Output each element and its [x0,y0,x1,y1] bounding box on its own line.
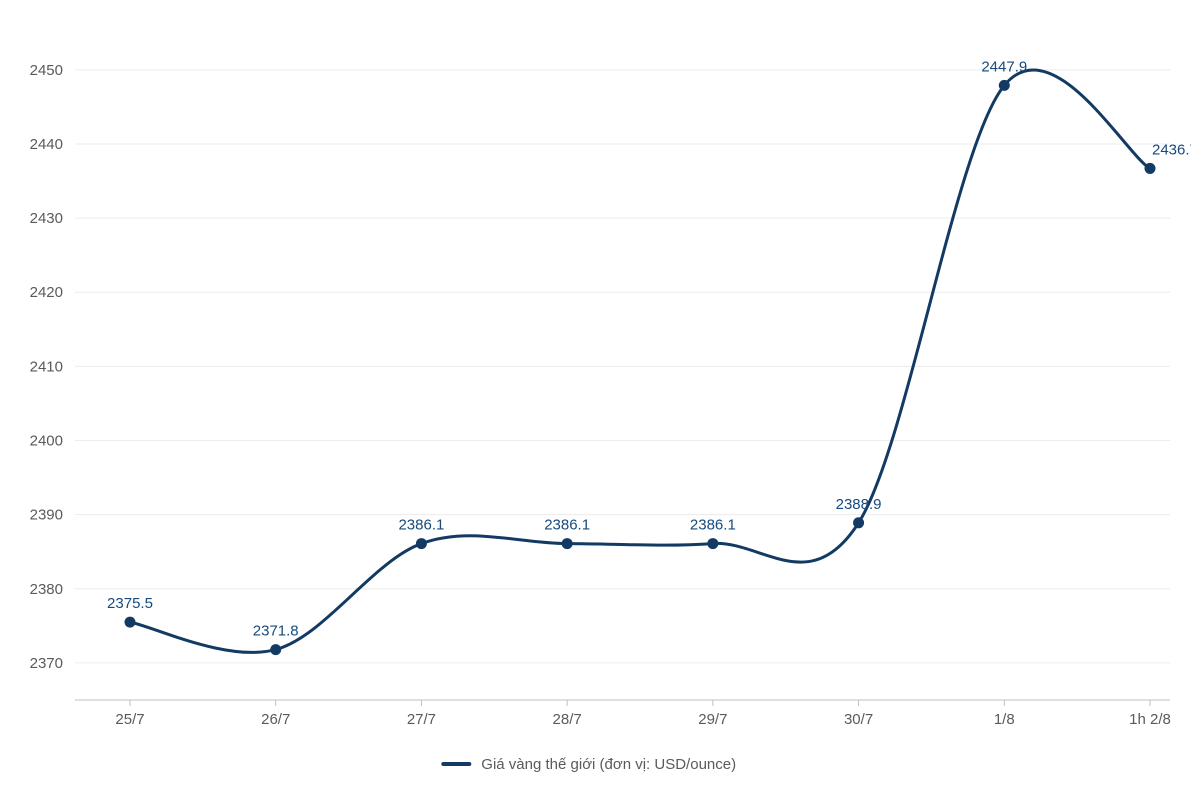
x-tick-label: 25/7 [115,711,144,728]
data-point [999,80,1010,91]
data-point [562,538,573,549]
data-label: 2386.1 [544,517,590,534]
y-tick-label: 2400 [30,433,63,450]
data-point [853,517,864,528]
x-tick-label: 1/8 [994,711,1015,728]
y-tick-label: 2440 [30,136,63,153]
data-point [707,538,718,549]
y-tick-label: 2420 [30,284,63,301]
legend-label: Giá vàng thế giới (đơn vị: USD/ounce) [481,756,736,773]
y-tick-label: 2430 [30,210,63,227]
chart-bg [0,0,1191,800]
data-label: 2386.1 [398,517,444,534]
gold-price-chart: 2370 2380 2390 2400 2410 2420 2430 2440 2450 25/7… [0,0,1191,800]
x-tick-label: 29/7 [698,711,727,728]
y-tick-label: 2410 [30,358,63,375]
x-tick-label: 27/7 [407,711,436,728]
data-label: 2447.9 [981,58,1027,75]
data-point [270,644,281,655]
y-tick-label: 2390 [30,507,63,524]
x-tick-label: 28/7 [553,711,582,728]
data-label: 2388.9 [836,496,882,513]
x-tick-label: 1h 2/8 [1129,711,1171,728]
data-label: 2371.8 [253,623,299,640]
data-point [416,538,427,549]
y-tick-label: 2380 [30,581,63,598]
data-label: 2375.5 [107,595,153,612]
data-point [125,617,136,628]
x-tick-label: 30/7 [844,711,873,728]
data-point [1145,163,1156,174]
x-tick-label: 26/7 [261,711,290,728]
legend: Giá vàng thế giới (đơn vị: USD/ounce) [443,756,736,773]
data-label: 2436.7 [1152,141,1191,158]
data-label: 2386.1 [690,517,736,534]
y-tick-label: 2450 [30,62,63,79]
y-tick-label: 2370 [30,655,63,672]
chart-svg: 2370 2380 2390 2400 2410 2420 2430 2440 2450 25/7… [0,0,1191,800]
